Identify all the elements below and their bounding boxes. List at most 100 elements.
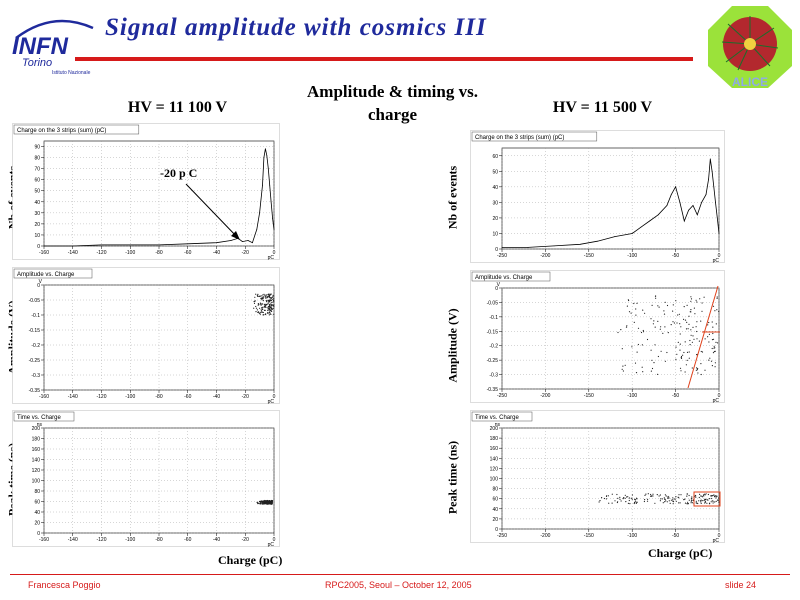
footer-author: Francesca Poggio (28, 580, 101, 590)
plot-title: Charge on the 3 strips (sum) (pC) (17, 128, 106, 134)
plot-title-box (13, 268, 93, 279)
y-tick-label: 140 (490, 456, 499, 462)
scatter-point (258, 295, 260, 297)
scatter-point (262, 314, 264, 316)
scatter-point (266, 297, 268, 299)
footer-line (10, 574, 790, 575)
footer-slide: slide 24 (725, 580, 757, 590)
right-ylabel-amp: Amplitude (V) (445, 308, 460, 383)
scatter-point (641, 344, 643, 346)
y-tick-label: 180 (32, 437, 41, 443)
x-tick-label: -120 (96, 250, 106, 256)
scatter-point (262, 308, 264, 311)
x-tick-label: -40 (213, 250, 220, 256)
scatter-point (711, 495, 713, 497)
scatter-point (643, 500, 645, 503)
scatter-point (688, 315, 690, 317)
scatter-point (666, 351, 668, 354)
histogram-point (679, 201, 681, 203)
scatter-point (658, 306, 660, 308)
scatter-point (666, 304, 669, 307)
y-tick-label: 0 (495, 286, 498, 292)
scatter-point (714, 347, 716, 349)
scatter-point (268, 294, 270, 297)
scatter-point (647, 498, 649, 500)
histogram-point (501, 247, 503, 248)
scatter-point (652, 495, 654, 497)
scatter-point (272, 301, 274, 303)
x-tick-label: 0 (718, 533, 721, 539)
y-tick-label: 0 (495, 247, 498, 253)
scatter-point (622, 365, 624, 367)
x-tick-label: -160 (39, 537, 49, 543)
footer-event: RPC2005, Seoul – October 12, 2005 (325, 580, 472, 590)
x-tick-label: -80 (155, 250, 162, 256)
scatter-point (686, 321, 688, 323)
scatter-point (710, 360, 713, 362)
scatter-point (684, 498, 686, 500)
scatter-point (693, 338, 695, 340)
scatter-point (717, 499, 719, 501)
scatter-point (664, 326, 666, 328)
scatter-point (697, 372, 699, 374)
scatter-point (260, 303, 262, 305)
y-tick-label: 80 (34, 489, 40, 495)
scatter-point (714, 350, 716, 352)
scatter-point (704, 369, 706, 371)
scatter-point (270, 306, 272, 309)
x-tick-label: -250 (497, 393, 507, 399)
scatter-point (253, 307, 255, 309)
y-tick-label: -0.15 (29, 328, 41, 334)
scatter-point (675, 300, 677, 302)
scatter-point (716, 296, 718, 298)
y-tick-label: 0 (495, 527, 498, 533)
scatter-point (272, 305, 274, 307)
scatter-point (700, 495, 702, 497)
scatter-point (667, 332, 669, 334)
scatter-point (688, 499, 690, 501)
scatter-point (256, 294, 258, 296)
scatter-point (634, 500, 636, 502)
scatter-point (271, 308, 274, 310)
scatter-point (627, 299, 629, 301)
scatter-point (678, 494, 680, 496)
scatter-point (664, 494, 666, 496)
x-tick-label: -160 (39, 250, 49, 256)
scatter-point (690, 334, 692, 336)
scatter-point (701, 495, 703, 497)
scatter-point (717, 342, 719, 344)
scatter-point (269, 303, 271, 305)
histogram-point (187, 243, 189, 245)
histogram-point (696, 214, 698, 216)
scatter-point (262, 300, 264, 302)
histogram-point (241, 241, 243, 242)
scatter-point (659, 494, 661, 496)
scatter-point (698, 500, 700, 502)
scatter-point (700, 502, 702, 504)
scatter-point (706, 499, 708, 501)
scatter-point (635, 502, 637, 504)
scatter-point (680, 326, 682, 328)
scatter-point (269, 299, 271, 301)
scatter-point (687, 503, 689, 505)
scatter-point (694, 313, 696, 315)
scatter-point (266, 303, 268, 305)
scatter-point (670, 499, 672, 501)
plot-frame (470, 270, 725, 403)
histogram-point (259, 212, 261, 214)
scatter-point (690, 502, 692, 504)
scatter-point (627, 496, 629, 498)
scatter-point (709, 357, 711, 359)
scatter-point (675, 500, 677, 502)
y-tick-label: 100 (32, 479, 41, 485)
scatter-point (630, 497, 632, 499)
scatter-point (628, 311, 631, 313)
scatter-point (701, 302, 703, 304)
scatter-point (617, 497, 619, 499)
right-xlabel: Charge (pC) (648, 546, 713, 560)
x-axis-label: pC (713, 538, 720, 543)
scatter-point (261, 311, 263, 313)
scatter-point (636, 302, 638, 304)
scatter-point (624, 494, 626, 496)
scatter-point (636, 498, 638, 500)
